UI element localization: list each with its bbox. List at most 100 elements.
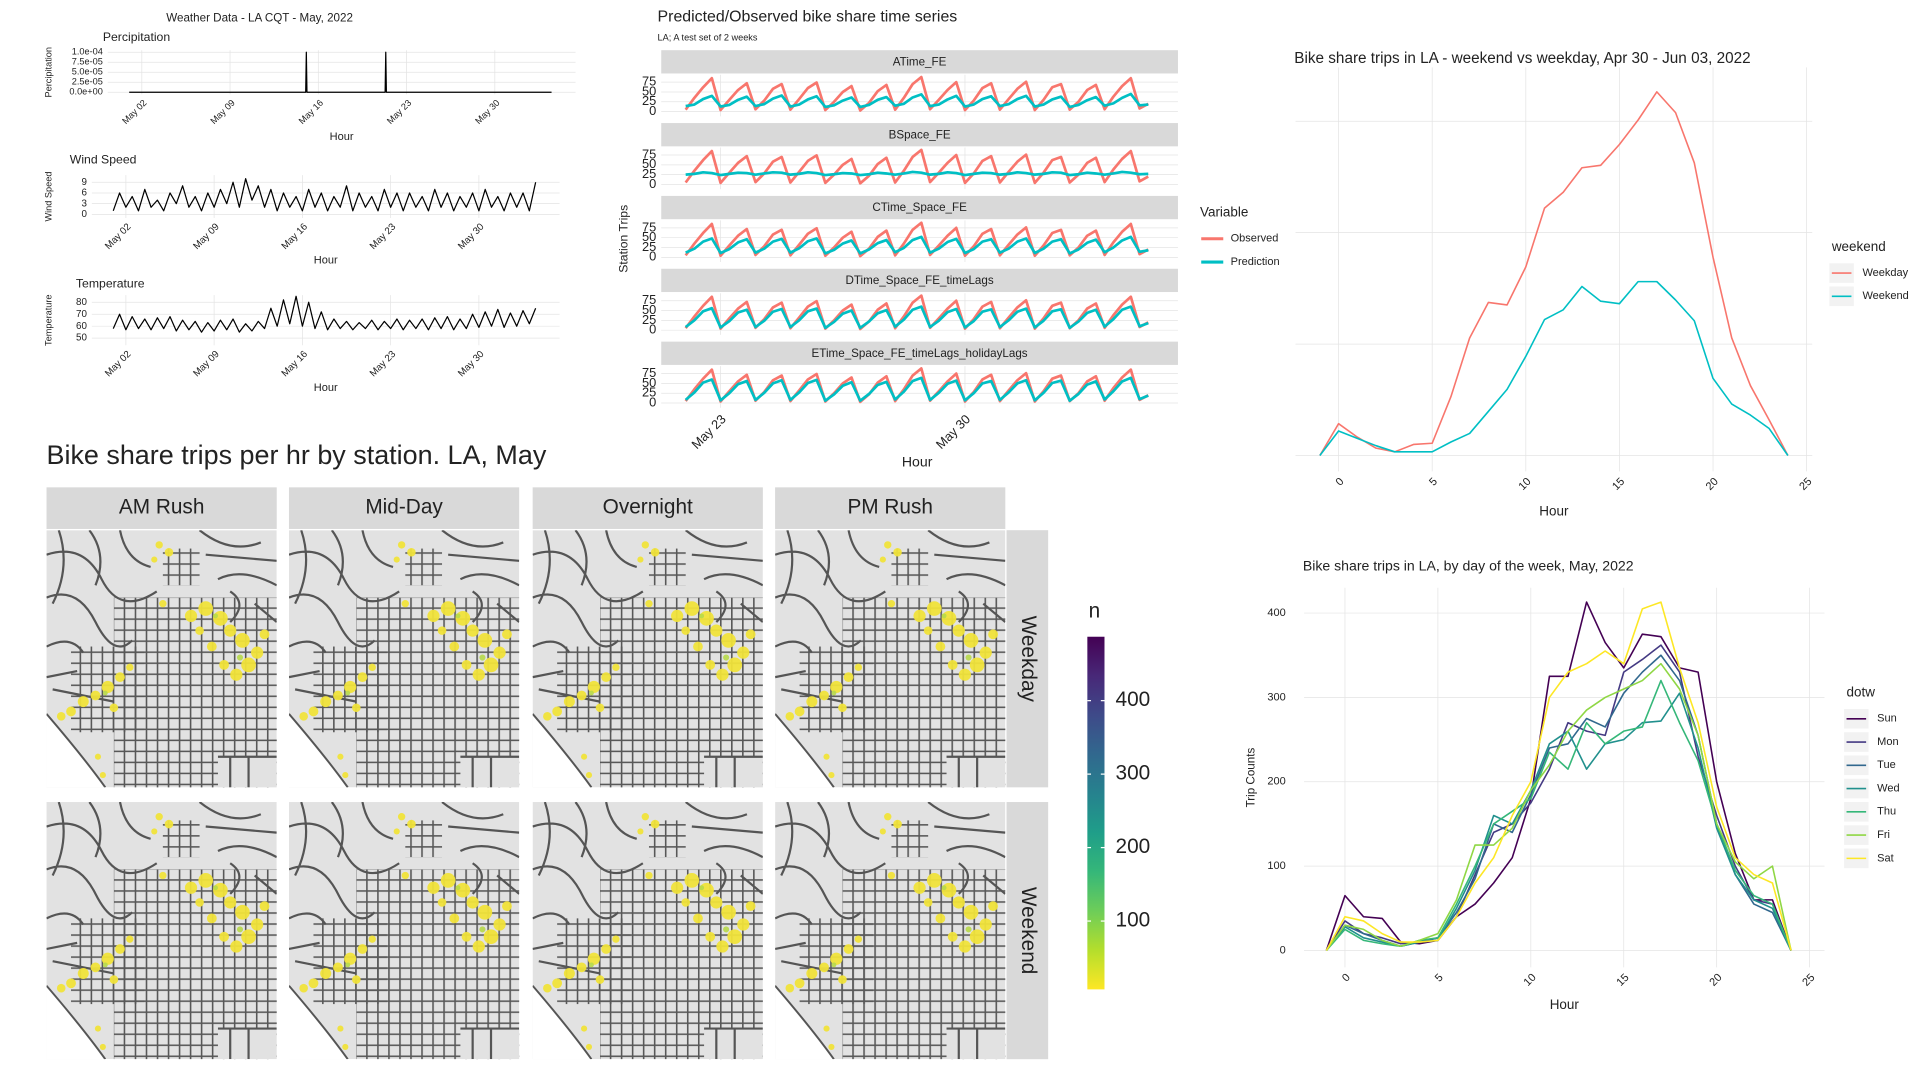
x-tick-label: 15 [1610, 476, 1627, 493]
x-tick-label: 20 [1707, 972, 1724, 989]
y-tick-label: 25 [642, 312, 656, 327]
x-tick-label: May 23 [385, 98, 413, 126]
x-tick-label: May 02 [103, 221, 133, 251]
chart-title: Predicted/Observed bike share time serie… [658, 8, 958, 25]
observed-line [684, 75, 1149, 112]
series-line [1325, 679, 1792, 951]
x-tick-label: May 30 [456, 221, 487, 252]
x-tick-label: May 16 [280, 221, 311, 252]
column-label: Overnight [603, 496, 693, 519]
map-panel [775, 802, 1014, 1065]
column-label: PM Rush [847, 496, 933, 519]
y-tick-label: 0 [649, 176, 656, 191]
x-tick-label: 10 [1516, 476, 1533, 493]
series-line [1325, 601, 1792, 951]
y-tick-label: 0 [649, 322, 656, 337]
facet-strip [775, 487, 1006, 529]
prediction-line [685, 92, 1149, 109]
map-panel [47, 530, 286, 793]
y-axis-label: Percipitation [43, 47, 53, 97]
x-tick-label: May 30 [933, 411, 973, 451]
y-tick-label: 75 [642, 292, 656, 307]
chart-title: Bike share trips in LA - weekend vs week… [1294, 50, 1750, 67]
y-tick-label: 6 [81, 188, 87, 199]
colorbar-label: 300 [1116, 762, 1151, 785]
y-tick-label: 25 [642, 385, 656, 400]
facet-strip [46, 487, 277, 529]
prediction-line [685, 235, 1149, 255]
facet-strip [661, 268, 1178, 293]
x-tick-label: 25 [1800, 972, 1817, 989]
chart-subtitle: LA; A test set of 2 weeks [658, 32, 758, 42]
y-tick-label: 400 [1267, 607, 1285, 619]
y-tick-label: 60 [76, 321, 87, 332]
y-tick-label: 50 [642, 375, 656, 390]
map-panel [289, 530, 528, 793]
x-tick-label: 25 [1797, 476, 1814, 493]
y-tick-label: 0 [649, 103, 656, 118]
x-tick-label: May 09 [209, 98, 237, 126]
y-tick-label: 0 [81, 209, 87, 220]
y-tick-label: 75 [642, 219, 656, 234]
x-tick-label: May 09 [191, 221, 221, 251]
y-tick-label: 1.0e-04 [72, 47, 103, 57]
x-tick-label: 0 [1340, 972, 1353, 985]
facet-title: DTime_Space_FE_timeLags [845, 274, 993, 287]
series-line [1319, 91, 1789, 456]
prediction-line [684, 305, 1149, 330]
y-tick-label: 25 [642, 93, 656, 108]
weather-line [112, 295, 537, 333]
y-axis-label: Wind Speed [43, 172, 53, 222]
facet-title: BSpace_FE [889, 128, 951, 141]
map-panel [47, 802, 286, 1065]
legend-label: Weekday [1862, 267, 1908, 279]
x-axis-label: Hour [1539, 503, 1569, 518]
y-tick-label: 80 [76, 297, 87, 308]
colorbar [1087, 636, 1105, 990]
facet-title: ATime_FE [893, 56, 947, 69]
y-tick-label: 0 [1280, 944, 1286, 956]
x-tick-label: May 30 [456, 348, 487, 379]
weather-line [129, 51, 552, 93]
series-line [1325, 662, 1792, 951]
x-tick-label: 10 [1522, 972, 1539, 989]
y-tick-label: 50 [642, 83, 656, 98]
y-tick-label: 5.0e-05 [72, 67, 103, 77]
x-axis-label: Hour [330, 131, 354, 143]
x-tick-label: May 30 [473, 98, 501, 126]
x-axis-label: Hour [314, 382, 338, 394]
panel-title: Temperature [76, 276, 145, 290]
legend-label: Sun [1877, 713, 1897, 725]
facet-strip [661, 341, 1178, 365]
facet-strip [661, 50, 1178, 74]
x-tick-label: May 23 [368, 348, 399, 379]
legend-label: Fri [1877, 829, 1890, 841]
x-axis-label: Hour [902, 454, 933, 470]
x-tick-label: 20 [1704, 476, 1721, 493]
facet-strip [661, 123, 1178, 147]
chart-title: Bike share trips in LA, by day of the we… [1303, 558, 1634, 574]
x-tick-label: May 16 [297, 98, 325, 126]
y-tick-label: 70 [76, 309, 87, 320]
column-label: AM Rush [119, 496, 205, 519]
facet-title: CTime_Space_FE [872, 201, 967, 214]
x-tick-label: 5 [1433, 972, 1446, 985]
map-panel [533, 802, 772, 1065]
y-tick-label: 2.5e-05 [72, 77, 103, 87]
y-tick-label: 7.5e-05 [72, 57, 103, 67]
y-tick-label: 100 [1267, 860, 1285, 872]
panel-title: Wind Speed [70, 153, 137, 167]
y-tick-label: 25 [642, 239, 656, 254]
panel-title: Percipitation [103, 30, 171, 44]
x-tick-label: May 09 [191, 349, 221, 379]
map-panel [289, 802, 528, 1065]
y-axis-label: Station Trips [617, 205, 631, 273]
legend-label: Sat [1877, 852, 1894, 864]
row-label: Weekday [1017, 616, 1040, 703]
y-tick-label: 9 [81, 177, 86, 188]
row-label: Weekend [1017, 887, 1040, 974]
prediction-line [684, 376, 1149, 403]
colorbar-label: 400 [1116, 688, 1151, 711]
